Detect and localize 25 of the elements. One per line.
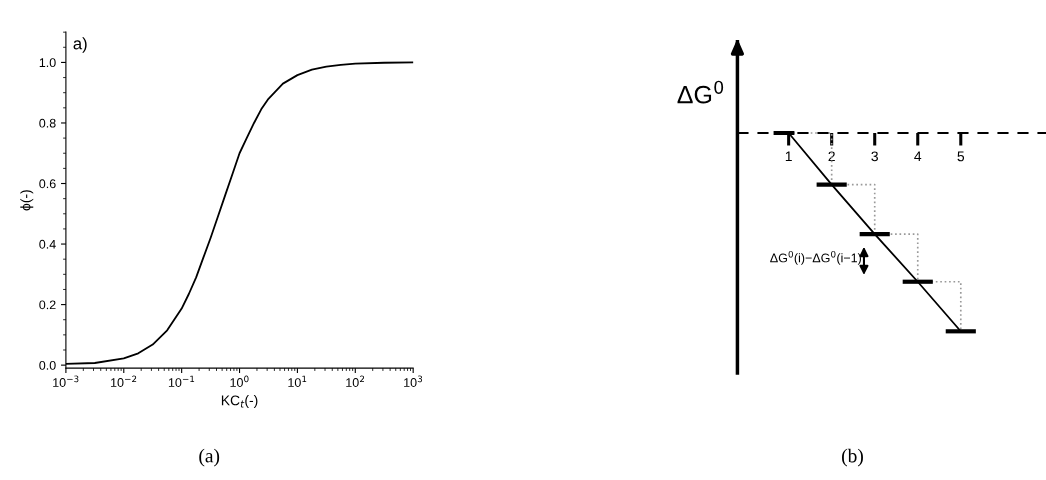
x-tick-label: 10$^{−1}$: [168, 375, 195, 387]
y-tick-label: 0.0: [39, 360, 56, 370]
x-tick-label: 10$^{0}$: [230, 375, 249, 387]
x-tick-label: 10$^{3}$: [404, 375, 423, 387]
x-tick-label: 2: [828, 151, 835, 162]
x-tick-label: 3: [871, 151, 878, 162]
annotation: a): [73, 37, 87, 53]
x-tick-label: 1: [785, 151, 792, 162]
x-axis-title: KC$_{t}$(-): [221, 395, 258, 409]
x-tick-label: 10$^{−3}$: [53, 375, 79, 387]
x-tick-label: 10$^{1}$: [288, 375, 307, 387]
y-tick-label: 0.8: [39, 118, 56, 128]
text: (b): [842, 448, 863, 467]
x-tick-label: 5: [957, 151, 965, 162]
text: (a): [199, 448, 220, 467]
y-tick-label: 0.4: [39, 239, 56, 249]
annotation: ΔG$^{0}$(i)−ΔG$^{0}$(i−1): [770, 250, 861, 265]
x-tick-label: 10$^{2}$: [346, 375, 365, 387]
y-axis-title: ΔG$^{0}$: [677, 80, 724, 104]
y-tick-label: 0.6: [39, 179, 56, 189]
y-tick-label: 1.0: [39, 58, 56, 68]
x-tick-label: 4: [914, 151, 922, 162]
x-tick-label: 10$^{−2}$: [111, 375, 137, 387]
y-axis-title: ϕ(-): [20, 190, 34, 211]
y-tick-label: 0.2: [39, 300, 56, 310]
